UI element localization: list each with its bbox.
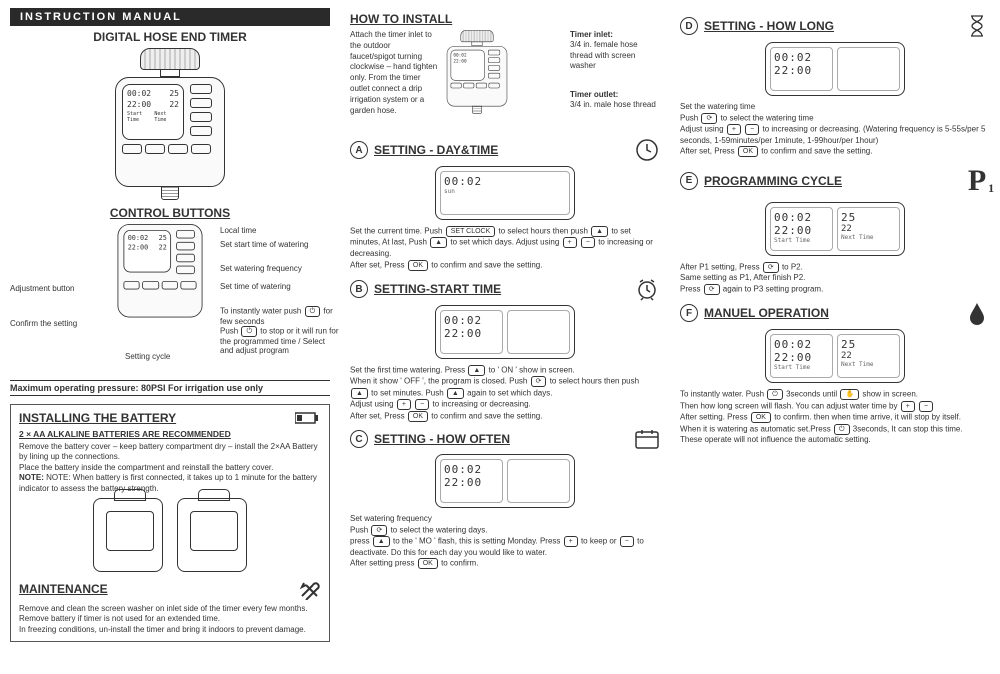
section-c-head: C SETTING - HOW OFTEN xyxy=(350,428,660,450)
maint-l1: Remove and clean the screen washer on in… xyxy=(19,604,321,614)
letter-c: C xyxy=(350,430,368,448)
battery-line1: Remove the battery cover – keep battery … xyxy=(19,442,321,463)
lbl-set-start: Set start time of watering xyxy=(220,240,330,249)
alarm-clock-icon xyxy=(634,277,660,301)
clock-icon xyxy=(634,138,660,162)
section-e-head: E PROGRAMMING CYCLE P1 xyxy=(680,164,990,198)
lcd-d: 00:0222:00 xyxy=(765,42,905,96)
hourglass-icon xyxy=(964,14,990,38)
letter-a: A xyxy=(350,141,368,159)
control-buttons-diagram: 00:0225 22:0022 Local time Set start tim… xyxy=(10,224,330,374)
section-b-body: Set the first time watering. Press ▲ to … xyxy=(350,365,660,422)
section-f-head: F MANUEL OPERATION xyxy=(680,301,990,325)
middle-column: HOW TO INSTALL Attach the timer inlet to… xyxy=(340,0,670,674)
lcd-b: 00:0222:00 xyxy=(435,305,575,359)
maintenance-title: MAINTENANCE xyxy=(19,582,108,596)
lcd-f: 00:0222:00Start Time 2522Next Time xyxy=(765,329,905,383)
section-b-head: B SETTING-START TIME xyxy=(350,277,660,301)
letter-f: F xyxy=(680,304,698,322)
section-d-body: Set the watering time Push ⟳ to select t… xyxy=(680,102,990,158)
lbl-cycle: Setting cycle xyxy=(125,352,170,361)
section-c-title: SETTING - HOW OFTEN xyxy=(374,432,628,446)
tools-icon xyxy=(299,578,321,600)
maint-l3: In freezing conditions, un-install the t… xyxy=(19,625,321,635)
outlet-text: 3/4 in. male hose thread xyxy=(570,100,656,109)
letter-e: E xyxy=(680,172,698,190)
lbl-instant: To instantly water push ⏻ for few second… xyxy=(220,306,340,355)
lbl-confirm: Confirm the setting xyxy=(10,319,77,328)
right-column: D SETTING - HOW LONG 00:0222:00 Set the … xyxy=(670,0,1000,674)
section-a-body: Set the current time. Push SET CLOCK to … xyxy=(350,226,660,271)
install-title: HOW TO INSTALL xyxy=(350,12,660,26)
section-d-head: D SETTING - HOW LONG xyxy=(680,14,990,38)
lbl-set-dur: Set time of watering xyxy=(220,282,291,291)
section-f-title: MANUEL OPERATION xyxy=(704,306,958,320)
battery-diagram xyxy=(19,498,321,572)
outlet-title: Timer outlet: xyxy=(570,90,660,100)
left-column: INSTRUCTION MANUAL DIGITAL HOSE END TIME… xyxy=(0,0,340,674)
section-b-title: SETTING-START TIME xyxy=(374,282,628,296)
battery-sub: 2 × AA ALKALINE BATTERIES ARE RECOMMENDE… xyxy=(19,429,321,439)
letter-d: D xyxy=(680,17,698,35)
battery-line2: Place the battery inside the compartment… xyxy=(19,463,321,473)
install-body: Attach the timer inlet to the outdoor fa… xyxy=(350,30,438,116)
section-f-body: To instantly water. Push ⏻ 3seconds unti… xyxy=(680,389,990,445)
manual-bar: INSTRUCTION MANUAL xyxy=(10,8,330,26)
pressure-note: Maximum operating pressure: 80PSI For ir… xyxy=(10,380,330,396)
maint-l2: Remove battery if timer is not used for … xyxy=(19,614,321,624)
lbl-set-freq: Set watering frequency xyxy=(220,264,330,273)
lcd-a: 00:02sun xyxy=(435,166,575,220)
section-e-body: After P1 setting, Press ⟳ to P2. Same se… xyxy=(680,262,990,296)
lcd-c: 00:0222:00 xyxy=(435,454,575,508)
section-c-body: Set watering frequency Push ⟳ to select … xyxy=(350,514,660,570)
p1-icon: P1 xyxy=(964,164,990,198)
section-e-title: PROGRAMMING CYCLE xyxy=(704,174,958,188)
inlet-title: Timer inlet: xyxy=(570,30,660,40)
lcd-e: 00:0222:00Start Time 2522Next Time xyxy=(765,202,905,256)
section-a-head: A SETTING - DAY&TIME xyxy=(350,138,660,162)
inlet-text: 3/4 in. female hose thread with screen w… xyxy=(570,40,638,70)
lbl-local-time: Local time xyxy=(220,226,256,235)
device-illustration-main: 00:0225 22:0022 Start TimeNext Time xyxy=(110,48,230,200)
control-buttons-title: CONTROL BUTTONS xyxy=(10,206,330,220)
battery-title: INSTALLING THE BATTERY xyxy=(19,411,176,425)
section-d-title: SETTING - HOW LONG xyxy=(704,19,958,33)
calendar-icon xyxy=(634,428,660,450)
battery-section: INSTALLING THE BATTERY 2 × AA ALKALINE B… xyxy=(10,404,330,642)
install-row: Attach the timer inlet to the outdoor fa… xyxy=(350,30,660,132)
device-illustration-install: 00:0222:00 xyxy=(444,30,510,114)
drop-icon xyxy=(964,301,990,325)
battery-line3: NOTE: NOTE: When battery is first connec… xyxy=(19,473,321,494)
product-title: DIGITAL HOSE END TIMER xyxy=(10,30,330,44)
section-a-title: SETTING - DAY&TIME xyxy=(374,143,628,157)
battery-icon xyxy=(295,412,321,424)
letter-b: B xyxy=(350,280,368,298)
lbl-adj: Adjustment button xyxy=(10,284,80,293)
